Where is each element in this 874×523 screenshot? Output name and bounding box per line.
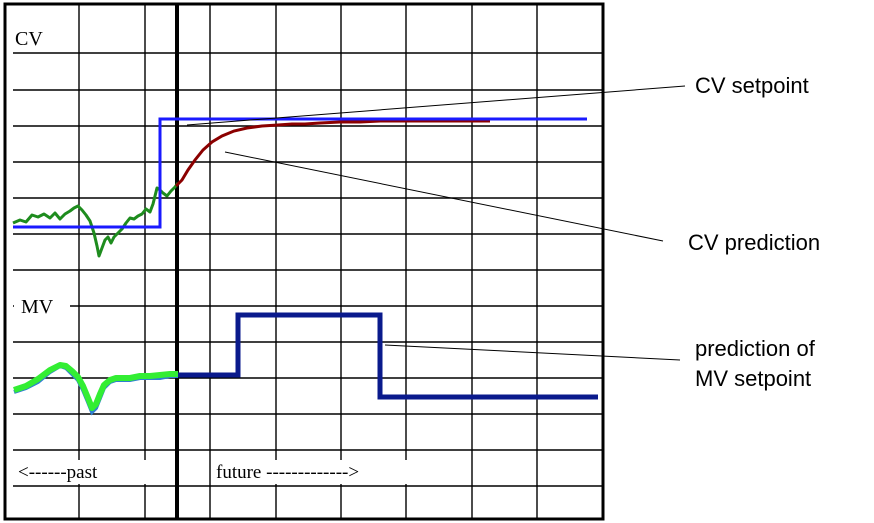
future-label: future -------------> <box>216 462 359 483</box>
cv-prediction-annotation: CV prediction <box>688 230 820 255</box>
leader-mv-setpoint <box>384 344 681 361</box>
mv-setpoint-annotation-line1: prediction of <box>695 336 816 361</box>
past-label: <------past <box>18 462 98 483</box>
past-label-bg <box>14 460 146 484</box>
leader-cv-prediction <box>224 151 664 242</box>
cv-setpoint-annotation: CV setpoint <box>695 73 809 98</box>
mv-history-trace <box>13 362 178 411</box>
cv-panel-label: CV <box>15 28 43 50</box>
plot-frame <box>3 2 605 521</box>
mv-setpoint-annotation-line2: MV setpoint <box>695 366 811 391</box>
future-label-bg <box>212 460 422 484</box>
leader-cv-setpoint <box>186 85 686 126</box>
mv-panel-label: MV <box>21 296 54 318</box>
cv-prediction-trace <box>174 119 490 188</box>
mv-setpoint-prediction-trace <box>178 312 598 400</box>
cv-label-bg <box>14 26 58 51</box>
cv-setpoint-trace <box>13 117 587 229</box>
grid <box>13 4 603 519</box>
mv-label-bg <box>14 292 70 318</box>
cv-history-trace <box>12 182 180 258</box>
